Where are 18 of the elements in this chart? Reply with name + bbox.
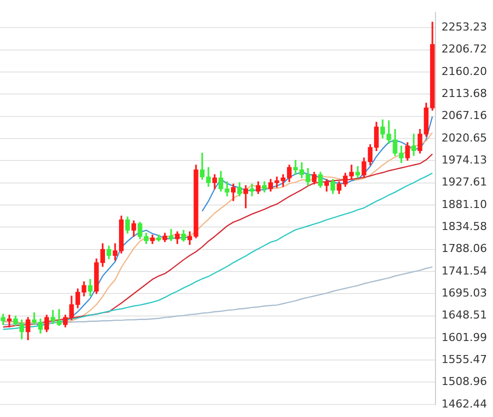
y-tick-label: 1788.06 bbox=[442, 242, 488, 256]
y-tick-label: 2020.65 bbox=[442, 131, 488, 144]
y-tick-label: 2253.23 bbox=[442, 20, 488, 34]
y-tick-label: 1974.13 bbox=[442, 154, 488, 167]
y-tick-label: 1508.96 bbox=[442, 375, 488, 388]
y-tick-label: 2160.20 bbox=[442, 64, 488, 78]
y-tick-label: 1881.10 bbox=[442, 198, 488, 211]
y-tick-label: 2113.68 bbox=[442, 87, 488, 100]
y-tick-label: 1555.47 bbox=[442, 352, 488, 366]
y-tick-label: 1741.54 bbox=[442, 264, 488, 278]
y-tick-label: 1927.61 bbox=[442, 176, 488, 189]
y-tick-label: 1648.51 bbox=[442, 308, 488, 322]
y-tick-label: 1601.99 bbox=[442, 330, 488, 344]
y-tick-label: 1834.58 bbox=[442, 220, 488, 233]
y-tick-label: 2067.16 bbox=[442, 109, 488, 122]
y-tick-label: 2206.72 bbox=[442, 42, 488, 56]
y-tick-label: 1462.44 bbox=[442, 397, 488, 410]
y-tick-label: 1695.03 bbox=[442, 286, 488, 300]
